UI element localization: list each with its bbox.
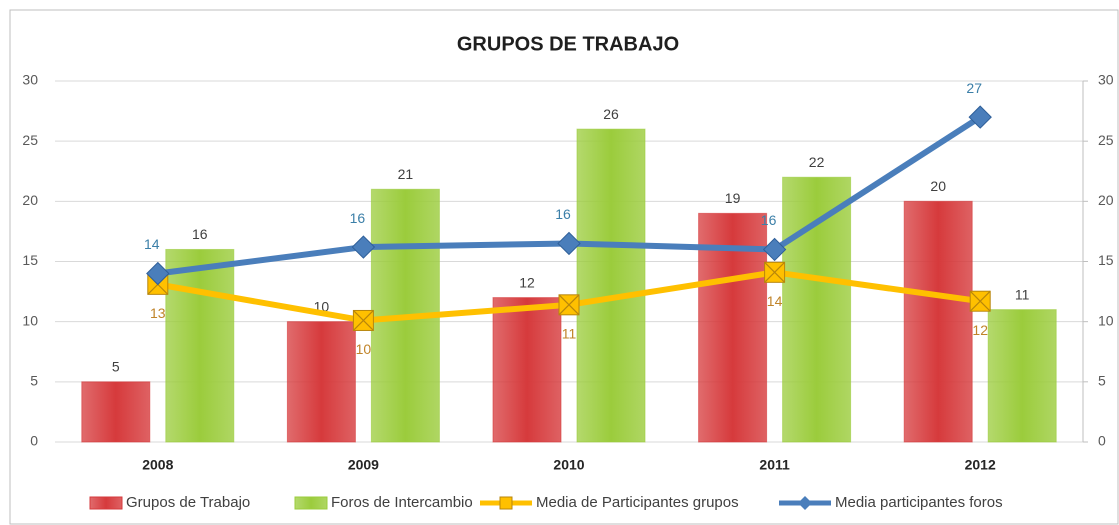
y2-tick-label: 10 [1098, 312, 1114, 328]
marker [762, 237, 787, 262]
chart-title: GRUPOS DE TRABAJO [457, 33, 679, 55]
y2-tick-label: 25 [1098, 132, 1114, 148]
bar [782, 176, 852, 443]
bar [903, 200, 973, 443]
legend-label: Media de Participantes grupos [536, 494, 739, 511]
data-label: 21 [398, 166, 414, 182]
data-label: 14 [767, 293, 783, 309]
bar [987, 309, 1057, 443]
x-tick-label: 2012 [965, 457, 996, 473]
x-tick-label: 2010 [553, 457, 584, 473]
data-label: 16 [192, 226, 208, 242]
data-label: 11 [562, 326, 577, 342]
data-label: 22 [809, 154, 825, 170]
legend-marker [798, 496, 812, 510]
marker-cross [558, 294, 580, 316]
data-label: 27 [966, 80, 982, 96]
bar [286, 321, 356, 443]
y-tick-label: 20 [22, 192, 38, 208]
y-tick-label: 25 [22, 132, 38, 148]
marker-cross [352, 310, 374, 331]
x-tick-label: 2008 [142, 457, 173, 473]
x-tick-label: 2009 [348, 457, 379, 473]
bar [81, 381, 151, 443]
data-label: 16 [350, 210, 366, 226]
legend-label: Media participantes foros [835, 494, 1003, 511]
data-label: 10 [356, 341, 372, 357]
marker [146, 261, 170, 286]
data-label: 5 [112, 359, 120, 375]
y2-tick-label: 0 [1098, 433, 1106, 449]
data-label: 16 [555, 206, 571, 222]
bar [165, 248, 235, 443]
data-label: 16 [761, 212, 777, 228]
data-label: 11 [1015, 286, 1030, 302]
y2-tick-label: 30 [1098, 72, 1114, 88]
legend-label: Foros de Intercambio [331, 494, 473, 511]
marker-cross [969, 290, 991, 312]
y2-tick-label: 15 [1098, 252, 1114, 268]
y2-tick-label: 5 [1098, 373, 1106, 389]
data-label: 13 [150, 305, 166, 321]
marker [968, 105, 992, 129]
data-label: 19 [725, 190, 741, 206]
bar [576, 128, 646, 443]
marker [351, 235, 376, 259]
y-tick-label: 0 [30, 433, 38, 449]
legend-marker [499, 496, 513, 510]
legend-swatch [294, 496, 328, 510]
y-tick-label: 5 [30, 373, 38, 389]
marker [557, 231, 581, 256]
data-label: 26 [603, 106, 619, 122]
legend-label: Grupos de Trabajo [126, 494, 250, 511]
y-tick-label: 30 [22, 72, 38, 88]
data-label: 14 [144, 236, 160, 252]
y-tick-label: 10 [22, 312, 38, 328]
data-label: 20 [930, 178, 946, 194]
marker-cross [764, 261, 786, 283]
y2-tick-label: 20 [1098, 192, 1114, 208]
data-label: 12 [972, 322, 988, 338]
x-tick-label: 2011 [759, 457, 790, 473]
y-tick-label: 15 [22, 252, 38, 268]
data-label: 12 [519, 274, 535, 290]
legend-swatch [89, 496, 123, 510]
bar [492, 297, 562, 443]
